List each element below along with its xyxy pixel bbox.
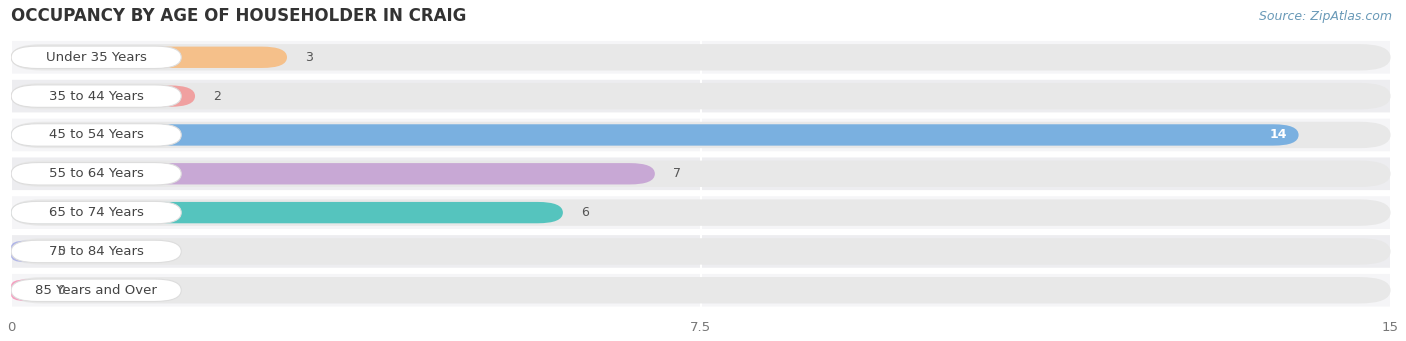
FancyBboxPatch shape [11,83,1391,109]
FancyBboxPatch shape [11,46,181,69]
Text: 45 to 54 Years: 45 to 54 Years [49,129,143,142]
Text: 3: 3 [305,51,314,64]
FancyBboxPatch shape [11,241,39,262]
FancyBboxPatch shape [11,274,1391,307]
FancyBboxPatch shape [11,80,1391,113]
FancyBboxPatch shape [11,277,1391,303]
FancyBboxPatch shape [11,279,181,301]
FancyBboxPatch shape [11,161,1391,187]
FancyBboxPatch shape [11,124,1299,146]
FancyBboxPatch shape [11,119,1391,151]
Text: 0: 0 [58,245,65,258]
FancyBboxPatch shape [11,124,181,146]
FancyBboxPatch shape [11,163,655,184]
Text: 35 to 44 Years: 35 to 44 Years [49,90,143,103]
Text: Under 35 Years: Under 35 Years [46,51,146,64]
Text: 6: 6 [581,206,589,219]
Text: OCCUPANCY BY AGE OF HOUSEHOLDER IN CRAIG: OCCUPANCY BY AGE OF HOUSEHOLDER IN CRAIG [11,7,467,25]
FancyBboxPatch shape [11,85,181,107]
FancyBboxPatch shape [11,86,195,107]
FancyBboxPatch shape [11,238,1391,265]
Text: 7: 7 [673,167,682,180]
FancyBboxPatch shape [11,163,181,185]
Text: 75 to 84 Years: 75 to 84 Years [49,245,143,258]
FancyBboxPatch shape [11,202,181,224]
FancyBboxPatch shape [11,202,562,223]
Text: 55 to 64 Years: 55 to 64 Years [49,167,143,180]
Text: 2: 2 [214,90,221,103]
FancyBboxPatch shape [11,235,1391,268]
FancyBboxPatch shape [11,47,287,68]
Text: 85 Years and Over: 85 Years and Over [35,284,157,297]
FancyBboxPatch shape [11,41,1391,74]
FancyBboxPatch shape [11,122,1391,148]
Text: Source: ZipAtlas.com: Source: ZipAtlas.com [1258,10,1392,23]
FancyBboxPatch shape [11,158,1391,190]
Text: 14: 14 [1270,129,1288,142]
Text: 0: 0 [58,284,65,297]
FancyBboxPatch shape [11,280,39,301]
FancyBboxPatch shape [11,44,1391,71]
Text: 65 to 74 Years: 65 to 74 Years [49,206,143,219]
FancyBboxPatch shape [11,196,1391,229]
FancyBboxPatch shape [11,240,181,263]
FancyBboxPatch shape [11,199,1391,226]
